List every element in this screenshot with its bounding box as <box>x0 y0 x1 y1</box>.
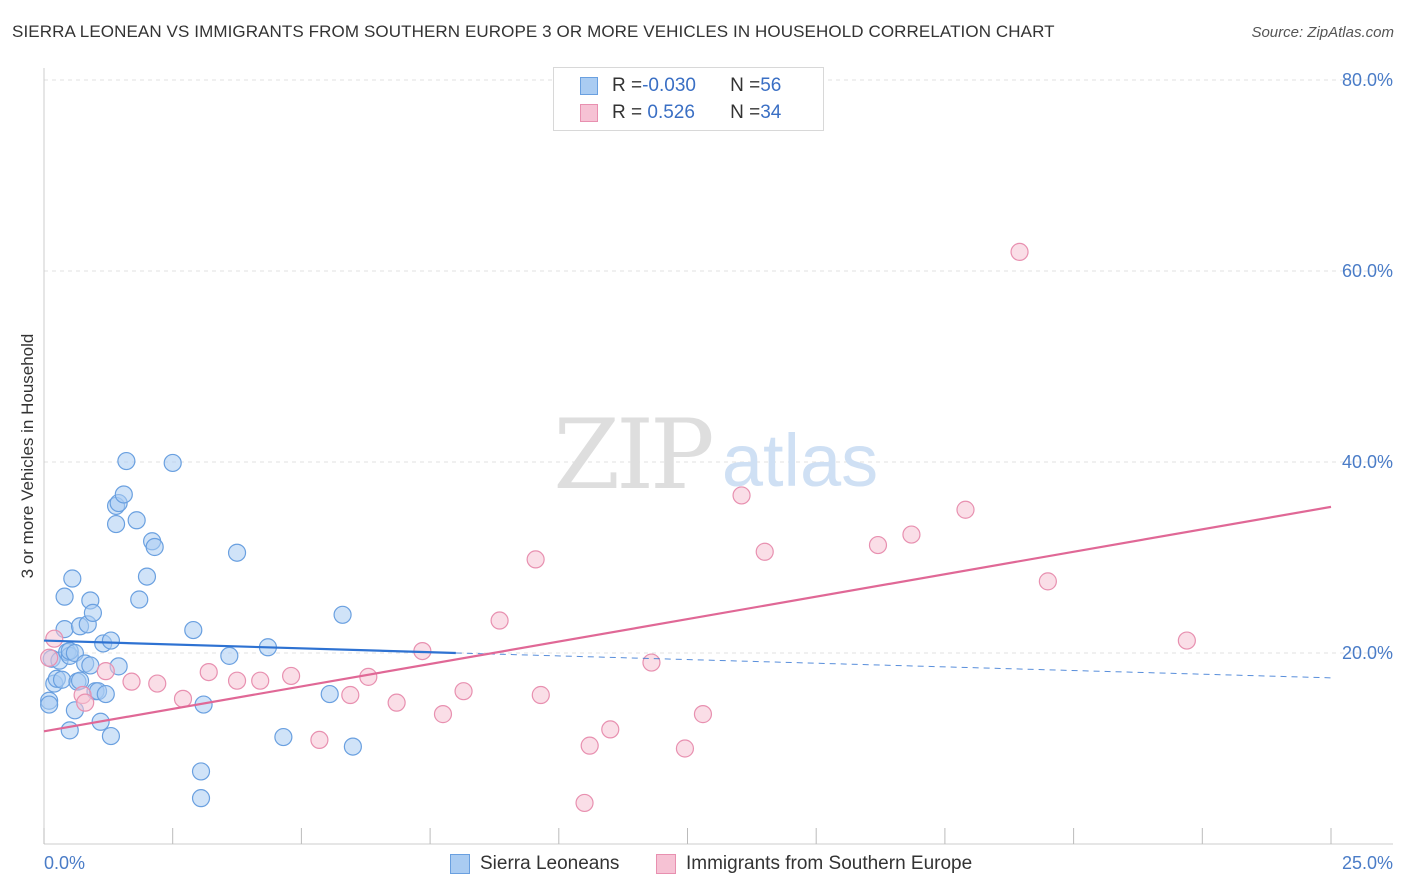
southern-europe-point <box>454 682 473 701</box>
sierra-leonean-point <box>220 646 239 665</box>
southern-europe-point <box>341 685 360 705</box>
legend-row-sierra-leoneans: R = -0.030 N = 56 <box>580 74 781 98</box>
sierra-leonean-point <box>101 631 121 650</box>
watermark: ZIP atlas <box>553 399 878 511</box>
southern-europe-point <box>387 693 406 712</box>
y-tick-label: 40.0% <box>1342 452 1393 472</box>
sierra-leonean-point <box>127 511 146 530</box>
legend-n-value: 34 <box>760 102 782 123</box>
sierra-leonean-point <box>63 569 82 588</box>
southern-europe-point <box>173 689 193 708</box>
gridlines <box>44 79 1393 654</box>
southern-europe-point <box>1010 242 1029 261</box>
sierra-leonean-point <box>333 605 352 624</box>
y-tick-label: 60.0% <box>1342 261 1393 281</box>
southern-europe-point <box>1038 572 1057 591</box>
southern-europe-point <box>902 525 921 544</box>
southern-europe-point <box>433 705 453 724</box>
sierra-leonean-point <box>106 514 126 534</box>
legend-r-label: R = <box>612 102 643 123</box>
sierra-leonean-point <box>130 590 149 609</box>
sierra-leonean-point <box>83 603 103 622</box>
sierra-leonean-point <box>60 721 79 740</box>
sierra-leonean-point <box>145 537 164 557</box>
southern-europe-point <box>526 550 545 569</box>
southern-europe-trend-line <box>43 505 1332 733</box>
sierra-leonean-point <box>343 737 362 756</box>
southern-europe-point <box>1177 631 1196 650</box>
southern-europe-point <box>531 685 550 705</box>
southern-europe-point <box>675 739 695 758</box>
southern-europe-point <box>227 671 247 690</box>
legend-n-value: 56 <box>760 75 782 96</box>
watermark-zip: ZIP <box>553 399 712 511</box>
y-tick-label: 80.0% <box>1342 70 1393 90</box>
sierra-leonean-point <box>184 620 203 640</box>
legend-r-label: R = <box>612 75 643 96</box>
southern-europe-point <box>642 653 661 672</box>
southern-europe-point <box>956 500 975 519</box>
sierra-leonean-point <box>101 726 121 746</box>
sierra-leonean-point <box>114 485 133 504</box>
southern-europe-point <box>868 535 888 555</box>
series-legend-label: Immigrants from Southern Europe <box>686 853 973 874</box>
series-swatch-pink <box>656 854 676 874</box>
tick-labels: 20.0% 40.0% 60.0% 80.0% 0.0% 25.0% <box>44 70 1393 873</box>
x-tick-label-max: 25.0% <box>1342 853 1393 873</box>
southern-europe-point <box>40 648 59 667</box>
southern-europe-point <box>310 730 329 750</box>
sierra-leonean-point <box>117 451 136 471</box>
legend-row-southern-europe: R = 0.526 N = 34 <box>580 101 781 125</box>
legend-n-label: N = <box>730 102 761 123</box>
sierra-leonean-point <box>191 762 211 781</box>
sierra-leonean-point <box>274 727 293 747</box>
chart-title: SIERRA LEONEAN VS IMMIGRANTS FROM SOUTHE… <box>12 22 1055 41</box>
series-legend-sierra-leoneans[interactable]: Sierra Leoneans <box>450 852 619 876</box>
southern-europe-point <box>199 662 218 682</box>
series-swatch-blue <box>450 854 470 874</box>
sierra-leonean-point <box>227 543 247 562</box>
trend-lines <box>43 505 1332 733</box>
legend-n-label: N = <box>730 75 761 96</box>
sierra-leonean-trend-extension <box>455 652 1332 679</box>
y-tick-label: 20.0% <box>1342 643 1393 663</box>
southern-europe-point <box>490 611 509 630</box>
southern-europe-point <box>282 666 301 686</box>
southern-europe-point <box>693 705 713 724</box>
sierra-leonean-point <box>52 670 72 689</box>
sierra-leonean-point <box>191 789 211 808</box>
legend-r-value: -0.030 <box>642 75 696 96</box>
legend-r-value: 0.526 <box>642 102 695 123</box>
southern-europe-point <box>251 671 270 690</box>
sierra-leonean-point <box>81 656 100 675</box>
sierra-leonean-trend-line <box>43 639 456 655</box>
sierra-leonean-point <box>320 684 339 704</box>
southern-europe-point <box>601 720 620 739</box>
southern-europe-point <box>76 693 95 712</box>
series-legend-label: Sierra Leoneans <box>480 853 620 874</box>
correlation-legend: R = -0.030 N = 56 R = 0.526 N = 34 <box>553 67 824 131</box>
axes <box>43 68 1393 845</box>
x-tick-label-min: 0.0% <box>44 853 85 873</box>
chart-source: Source: ZipAtlas.com <box>1251 24 1394 41</box>
data-points <box>40 242 1196 813</box>
sierra-leonean-point <box>163 453 182 473</box>
southern-europe-point <box>732 486 751 505</box>
legend-swatch-blue <box>580 77 598 95</box>
sierra-leonean-point <box>96 684 115 704</box>
sierra-leonean-point <box>55 587 74 606</box>
sierra-leonean-point <box>137 567 157 586</box>
sierra-leonean-point <box>40 695 59 714</box>
series-legend-southern-europe[interactable]: Immigrants from Southern Europe <box>656 852 972 876</box>
southern-europe-point <box>45 629 64 648</box>
watermark-atlas: atlas <box>722 419 878 502</box>
southern-europe-point <box>755 542 774 561</box>
southern-europe-point <box>580 736 599 755</box>
southern-europe-point <box>122 672 141 691</box>
southern-europe-point <box>96 662 115 681</box>
legend-swatch-pink <box>580 104 598 122</box>
southern-europe-point <box>148 674 167 693</box>
southern-europe-point <box>575 793 594 813</box>
